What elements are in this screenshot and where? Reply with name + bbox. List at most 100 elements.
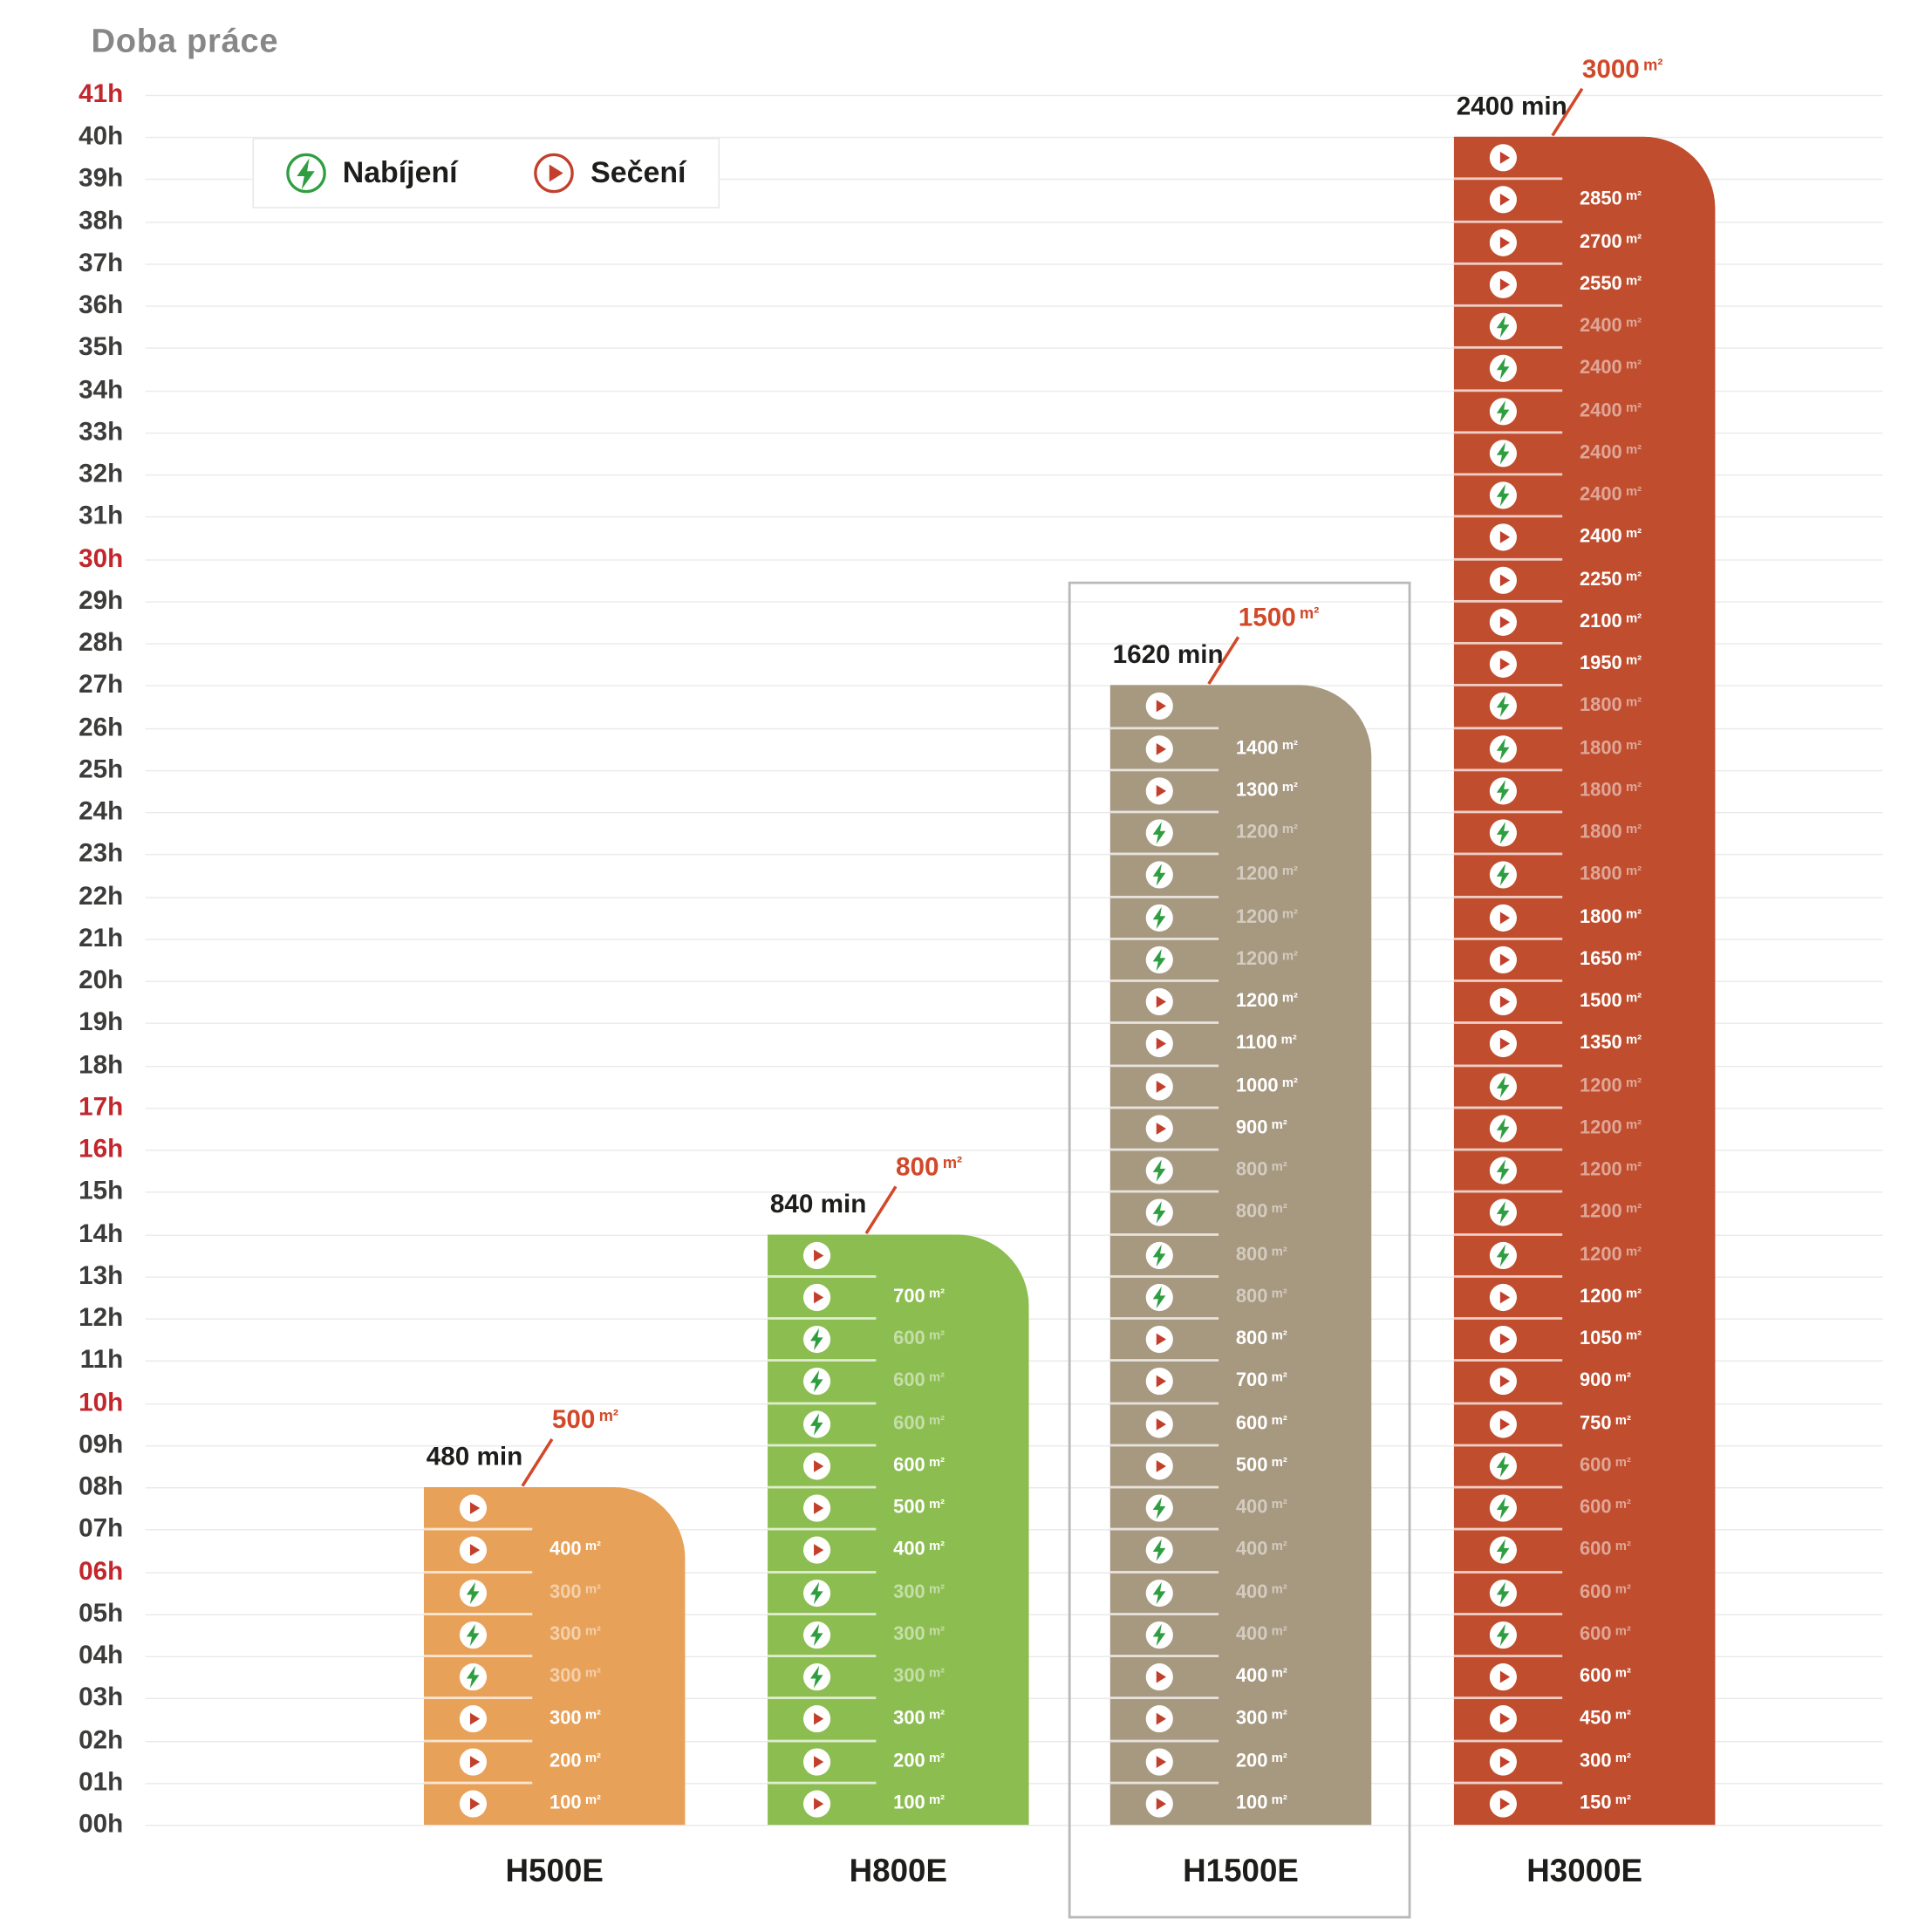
area-unit: m²: [1625, 737, 1642, 753]
area-label: 1950 m²: [1580, 653, 1642, 675]
area-value: 400: [893, 1539, 925, 1560]
area-label: 300 m²: [1236, 1708, 1287, 1730]
area-value: 1800: [1579, 906, 1622, 928]
area-unit: m²: [584, 1708, 601, 1724]
mow-icon: [802, 1241, 831, 1269]
charge-icon: [802, 1368, 831, 1396]
legend-item-charging: Nabíjení: [286, 153, 458, 194]
area-unit: m²: [1271, 1666, 1287, 1682]
mow-icon: [1145, 734, 1173, 762]
area-value: 1200: [1579, 1075, 1622, 1096]
model-bar-h500e[interactable]: 400 m² 300 m² 300 m² 300 m² 300 m² 200 m² 100 m²: [423, 1487, 686, 1826]
bar-hour-row: 600 m²: [768, 1401, 1028, 1444]
charge-icon: [1489, 1621, 1517, 1649]
bar-hour-row: 600 m²: [768, 1317, 1028, 1361]
area-value: 1200: [1235, 948, 1279, 970]
row-divider: [1453, 1485, 1563, 1489]
area-value: 1800: [1579, 822, 1622, 843]
model-bar-h800e[interactable]: 700 m² 600 m² 600 m² 600 m² 600 m² 500 m² 400 m² 300 m²…: [768, 1233, 1029, 1826]
gridline: [145, 1022, 1883, 1025]
bar-hour-row: 600 m²: [768, 1359, 1028, 1403]
y-axis-label: 27h: [79, 670, 124, 700]
mow-icon: [1145, 1325, 1173, 1354]
model-name-h3000e[interactable]: H3000E: [1526, 1852, 1643, 1889]
gridline: [145, 474, 1883, 476]
row-divider: [1109, 980, 1219, 982]
area-label: 1800 m²: [1580, 822, 1642, 843]
bar-hour-row: 400 m²: [1109, 1485, 1371, 1529]
area-value: 100: [1235, 1792, 1268, 1814]
area-unit: m²: [1271, 1623, 1287, 1639]
y-axis-label: 38h: [79, 206, 124, 236]
area-label: 600 m²: [1236, 1413, 1287, 1435]
annotation-line: [1206, 633, 1243, 686]
bar-hour-row: 300 m²: [423, 1696, 685, 1740]
mow-icon: [1145, 987, 1173, 1016]
gridline: [145, 432, 1883, 434]
y-axis-label: 18h: [79, 1050, 124, 1079]
area-unit: m²: [1271, 1244, 1287, 1260]
row-divider: [1109, 810, 1219, 814]
area-label: 500 m²: [893, 1498, 945, 1519]
row-divider: [1109, 895, 1219, 898]
bar-hour-row: 2400 m²: [1453, 346, 1715, 390]
area-value: 600: [1579, 1581, 1612, 1603]
mow-icon: [1489, 229, 1517, 256]
charge-icon: [1145, 1283, 1173, 1311]
row-divider: [768, 1781, 877, 1785]
area-value: 600: [893, 1455, 925, 1477]
y-axis-label: 33h: [79, 417, 124, 447]
row-divider: [423, 1655, 533, 1657]
y-axis-label: 20h: [79, 966, 124, 994]
row-divider: [768, 1485, 877, 1489]
area-label: 800 m²: [1236, 1287, 1287, 1308]
bar-hour-row: 1050 m²: [1453, 1317, 1715, 1361]
y-axis-label: 00h: [79, 1810, 124, 1839]
total-minutes-label: 2400 min: [1456, 92, 1567, 121]
bar-hour-row: [768, 1234, 1028, 1276]
area-value: 400: [1235, 1623, 1268, 1645]
charge-icon: [1145, 819, 1173, 847]
bar-hour-row: 300 m²: [768, 1696, 1028, 1740]
area-value: 100: [893, 1792, 925, 1814]
area-unit: m²: [1271, 1117, 1287, 1133]
bar-hour-row: 1200 m²: [1109, 895, 1371, 939]
model-name-h500e[interactable]: H500E: [505, 1852, 604, 1889]
charge-icon: [1489, 776, 1517, 805]
area-label: 1000 m²: [1236, 1075, 1298, 1097]
model-bar-h1500e[interactable]: 1400 m² 1300 m² 1200 m² 1200 m² 1200 m² 1200 m² 1200…: [1109, 685, 1372, 1826]
model-name-h800e[interactable]: H800E: [849, 1852, 947, 1889]
row-divider: [768, 1738, 877, 1742]
model-name-h1500e[interactable]: H1500E: [1183, 1852, 1299, 1889]
total-minutes-label: 840 min: [769, 1189, 867, 1219]
area-unit: m²: [1615, 1792, 1631, 1808]
area-unit: m²: [928, 1328, 946, 1343]
area-value: 300: [893, 1623, 925, 1645]
area-unit: m²: [1271, 1370, 1287, 1386]
bar-hour-row: 600 m²: [1453, 1528, 1715, 1571]
bar-hour-row: 1200 m²: [1453, 1190, 1715, 1233]
model-bar-h3000e[interactable]: 2850 m² 2700 m² 2550 m² 2400 m² 2400 m² 2400 m² 2400…: [1453, 136, 1716, 1826]
y-axis-label: 06h: [79, 1556, 124, 1586]
area-unit: m²: [1625, 273, 1642, 289]
area-label: 600 m²: [1580, 1666, 1631, 1688]
area-unit: m²: [1625, 1117, 1642, 1133]
bar-hour-row: 300 m²: [768, 1570, 1028, 1614]
mow-icon: [459, 1494, 488, 1522]
area-label: 2250 m²: [1580, 569, 1642, 591]
area-label: 2400 m²: [1580, 400, 1642, 422]
area-unit: m²: [1625, 780, 1642, 795]
row-divider: [768, 1401, 877, 1404]
area-label: 2400 m²: [1580, 358, 1642, 379]
y-axis-label: 11h: [79, 1345, 124, 1375]
bar-hour-row: 2100 m²: [1453, 599, 1715, 643]
area-value: 800: [1235, 1244, 1268, 1266]
area-unit: m²: [1625, 822, 1642, 837]
area-label: 300 m²: [550, 1624, 601, 1646]
row-divider: [1453, 515, 1563, 518]
area-label: 300 m²: [893, 1581, 945, 1603]
area-unit: m²: [1281, 864, 1298, 879]
final-area-annotation: 1500 m²: [1239, 604, 1320, 634]
